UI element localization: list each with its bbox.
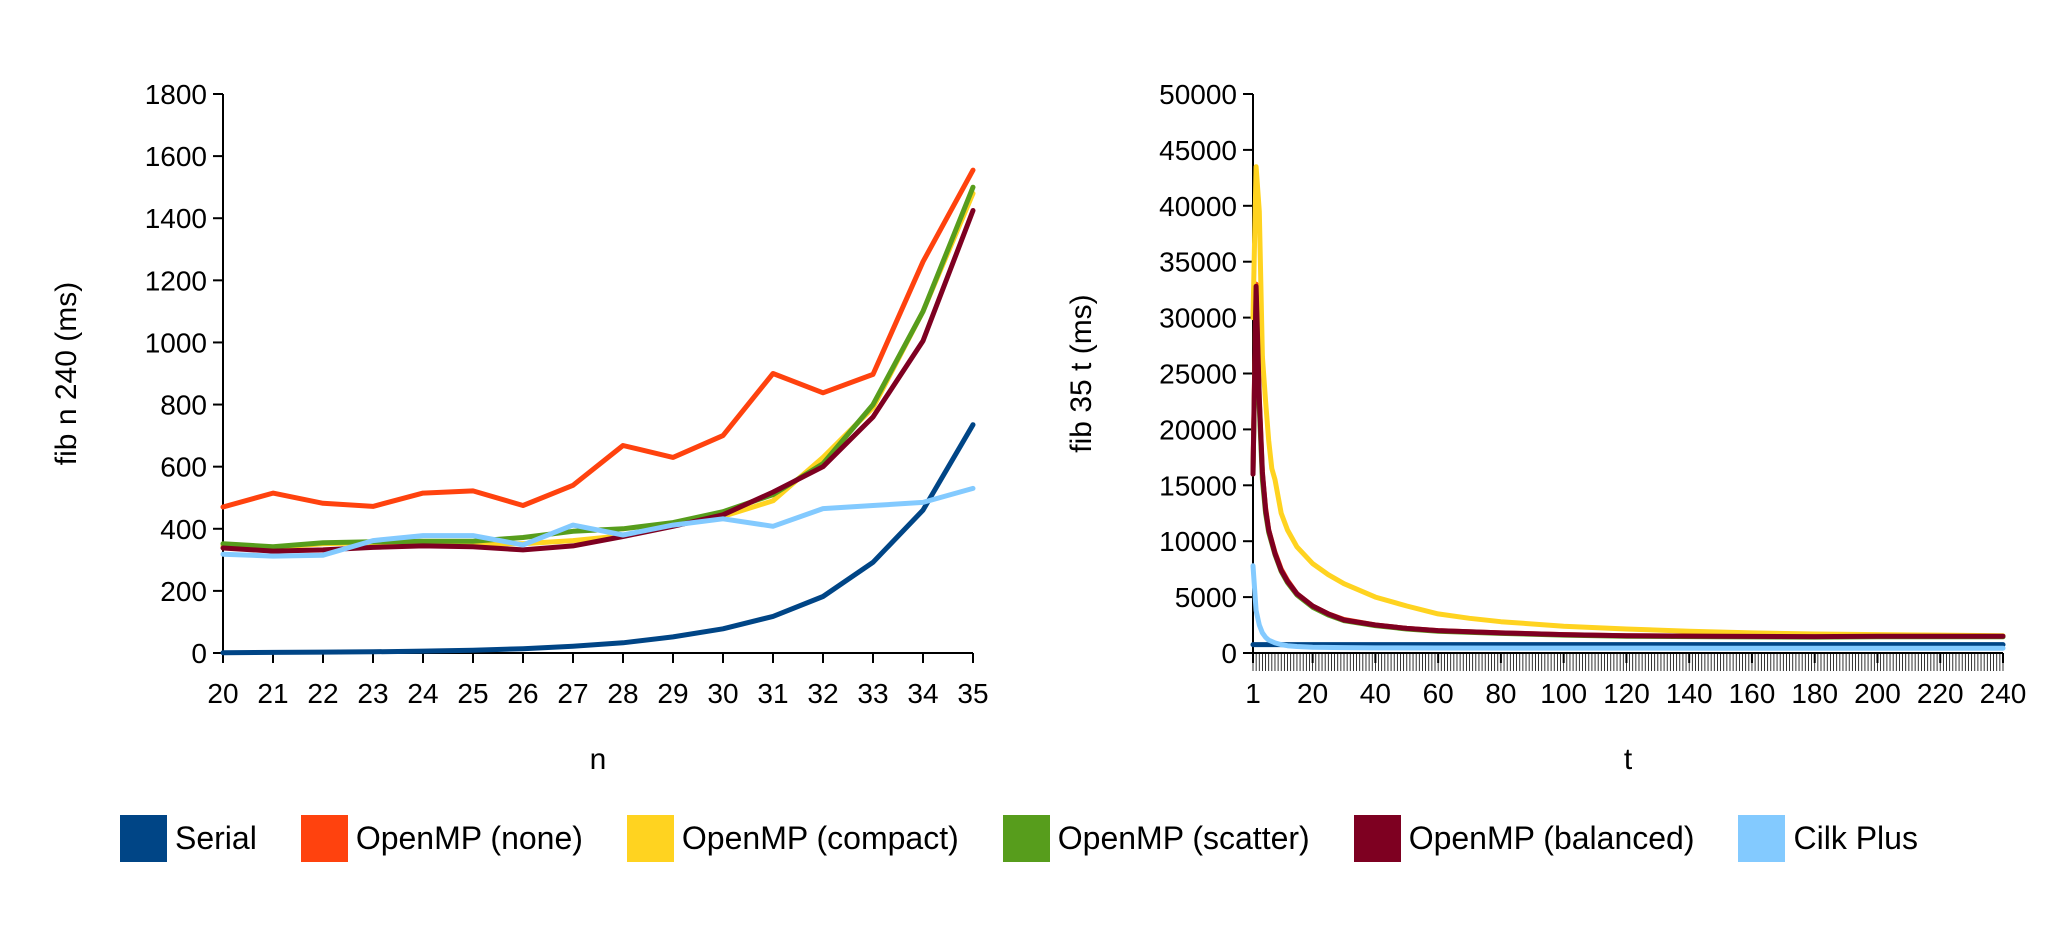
x-tick-label: 40: [1360, 678, 1391, 709]
legend-label: Cilk Plus: [1793, 819, 1918, 856]
legend-swatch: [1353, 814, 1401, 862]
x-tick-label: 34: [907, 678, 938, 709]
x-tick-label: 22: [307, 678, 338, 709]
legend-swatch: [1738, 814, 1786, 862]
y-tick-label: 40000: [1159, 191, 1237, 222]
series-line-openmp-compact: [1250, 164, 2006, 639]
legend-swatch: [300, 814, 348, 862]
chart-fib-n: 0 200 400 600 800 1000 1200 1400 1600 1800 20 21 22 2…: [50, 79, 989, 776]
series-line-openmp-scatter: [1250, 292, 2006, 640]
y-tick-label: 50000: [1159, 79, 1237, 110]
series-line-openmp-balanced: [1250, 283, 2006, 640]
legend-item-cilk-plus: Cilk Plus: [1738, 814, 1918, 862]
x-tick-label: 24: [407, 678, 438, 709]
legend: Serial OpenMP (none) OpenMP (compact) Op…: [120, 808, 2020, 868]
y-tick-label: 1000: [145, 327, 207, 358]
y-tick-label: 15000: [1159, 470, 1237, 501]
x-tick-label: 160: [1729, 678, 1776, 709]
y-axis-title: fib n 240 (ms): [50, 282, 83, 465]
series-line-openmp-scatter: [220, 184, 976, 550]
x-tick-label: 35: [957, 678, 988, 709]
x-tick-label: 29: [657, 678, 688, 709]
series-line-serial: [220, 422, 976, 656]
y-tick-label: 1400: [145, 203, 207, 234]
y-axis-title: fib 35 t (ms): [1065, 294, 1098, 452]
y-tick-label: 25000: [1159, 359, 1237, 390]
x-tick-label: 240: [1980, 678, 2027, 709]
x-tick-label: 140: [1666, 678, 1713, 709]
x-axis-title: t: [1624, 743, 1633, 776]
x-tick-label: 120: [1603, 678, 1650, 709]
x-tick-label: 1: [1245, 678, 1261, 709]
x-tick-label: 25: [457, 678, 488, 709]
x-tick-label: 27: [557, 678, 588, 709]
x-tick-label: 180: [1791, 678, 1838, 709]
legend-swatch: [120, 814, 167, 862]
x-tick-label: 21: [257, 678, 288, 709]
legend-item-serial: Serial: [120, 814, 257, 862]
series-line-cilk-plus: [1250, 563, 2006, 651]
x-tick-label: 30: [707, 678, 738, 709]
legend-swatch: [1002, 814, 1050, 862]
y-tick-label: 200: [160, 576, 207, 607]
x-tick-label: 200: [1854, 678, 1901, 709]
x-tick-label: 100: [1540, 678, 1587, 709]
legend-item-openmp-compact: OpenMP (compact): [626, 814, 959, 862]
y-tick-label: 0: [191, 638, 207, 669]
y-tick-label: 600: [160, 452, 207, 483]
y-tick-label: 1200: [145, 265, 207, 296]
y-tick-label: 35000: [1159, 247, 1237, 278]
legend-item-openmp-none: OpenMP (none): [300, 814, 583, 862]
y-tick-label: 5000: [1175, 582, 1237, 613]
x-tick-label: 33: [857, 678, 888, 709]
series-line-openmp-none: [220, 167, 976, 510]
x-axis-title: n: [590, 743, 607, 776]
y-tick-label: 800: [160, 390, 207, 421]
x-tick-label: 80: [1485, 678, 1516, 709]
x-tick-label: 23: [357, 678, 388, 709]
y-tick-label: 1600: [145, 141, 207, 172]
series-line-openmp-none: [1250, 281, 2006, 640]
y-tick-label: 30000: [1159, 303, 1237, 334]
series-line-cilk-plus: [220, 485, 976, 559]
y-tick-label: 0: [1221, 638, 1237, 669]
legend-item-openmp-balanced: OpenMP (balanced): [1353, 814, 1695, 862]
chart-fib-t: 0 5000 10000 15000 20000 25000 30000 35000 40000…: [1065, 79, 2026, 776]
legend-label: OpenMP (balanced): [1408, 819, 1695, 856]
y-tick-label: 400: [160, 514, 207, 545]
legend-label: Serial: [175, 819, 257, 856]
series-line-openmp-compact: [220, 190, 976, 550]
legend-label: OpenMP (none): [355, 819, 583, 856]
y-tick-label: 20000: [1159, 414, 1237, 445]
x-tick-label: 20: [1297, 678, 1328, 709]
x-tick-label: 20: [207, 678, 238, 709]
x-tick-label: 32: [807, 678, 838, 709]
y-tick-label: 1800: [145, 79, 207, 110]
legend-label: OpenMP (compact): [681, 819, 959, 856]
x-tick-label: 28: [607, 678, 638, 709]
x-tick-label: 60: [1423, 678, 1454, 709]
legend-swatch: [626, 814, 674, 862]
legend-label: OpenMP (scatter): [1057, 819, 1310, 856]
x-tick-label: 220: [1917, 678, 1964, 709]
y-tick-label: 45000: [1159, 135, 1237, 166]
legend-item-openmp-scatter: OpenMP (scatter): [1002, 814, 1310, 862]
x-tick-label: 31: [757, 678, 788, 709]
y-tick-label: 10000: [1159, 526, 1237, 557]
x-tick-label: 26: [507, 678, 538, 709]
